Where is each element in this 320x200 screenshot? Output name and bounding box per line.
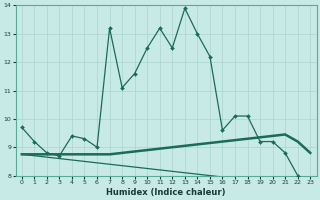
X-axis label: Humidex (Indice chaleur): Humidex (Indice chaleur) (106, 188, 226, 197)
